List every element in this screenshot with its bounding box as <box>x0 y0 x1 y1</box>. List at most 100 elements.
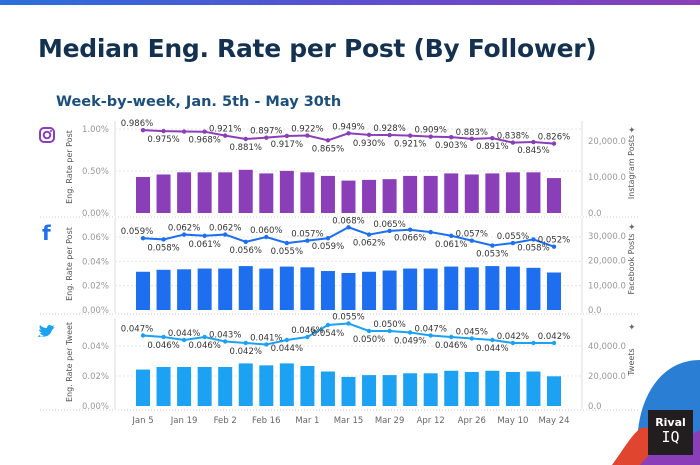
rate-data-label: 0.968% <box>188 136 220 146</box>
y-tick-label: 0.00% <box>82 306 109 316</box>
panel-instagram: 0.00% 0.50% 1.00% 0.0 10,000.0 20,000.0 Eng. R… <box>39 119 640 219</box>
logo-text-top: Rival <box>655 416 686 429</box>
rate-data-label: 0.922% <box>291 125 323 135</box>
rate-point <box>202 129 207 134</box>
rate-data-label: 0.061% <box>188 240 220 250</box>
y2-tick-label: 20,000.0 <box>588 372 626 382</box>
bar-instagram <box>341 180 356 213</box>
rate-data-label: 0.046% <box>435 341 467 351</box>
bar-facebook <box>547 272 561 310</box>
y-tick-label: 1.00% <box>82 125 109 135</box>
bar-facebook <box>238 266 253 310</box>
rate-data-label: 0.928% <box>373 124 405 134</box>
bar-facebook <box>218 268 233 310</box>
rate-data-label: 0.047% <box>414 325 446 335</box>
rate-data-label: 0.057% <box>456 230 488 240</box>
rate-point <box>346 131 351 136</box>
y-tick-label: 0.04% <box>82 342 109 352</box>
rate-point <box>223 133 228 138</box>
bar-twitter <box>526 371 541 406</box>
rate-data-label: 0.059% <box>312 242 344 252</box>
rate-data-label: 0.056% <box>230 246 262 256</box>
rate-point <box>407 330 413 335</box>
x-tick-label: Mar 15 <box>334 416 364 426</box>
rate-point <box>325 322 331 328</box>
bar-instagram <box>177 172 192 213</box>
rate-data-label: 0.055% <box>497 232 529 242</box>
y2-tick-label: 30,000.0 <box>588 232 626 242</box>
rate-point <box>510 340 516 346</box>
bar-twitter <box>444 370 459 406</box>
rate-point <box>346 225 351 230</box>
bar-twitter <box>156 367 171 406</box>
y-tick-label: 0.02% <box>82 372 109 382</box>
y-tick-label: 0.04% <box>82 257 109 267</box>
rate-point <box>366 232 372 237</box>
rate-point <box>305 133 310 138</box>
rate-point <box>140 127 146 133</box>
facebook-icon-glyph: f <box>42 221 51 245</box>
bar-instagram <box>547 178 561 213</box>
rate-point <box>223 232 228 237</box>
instagram-icon-lens <box>42 130 52 140</box>
rate-point <box>202 334 207 340</box>
bar-twitter <box>238 363 253 406</box>
bar-twitter <box>505 371 520 406</box>
bar-twitter <box>197 367 212 406</box>
rate-data-label: 0.838% <box>497 132 529 142</box>
rate-point <box>243 239 248 245</box>
rate-point <box>181 129 187 134</box>
rate-point <box>551 340 557 346</box>
rival-iq-logo: Rival IQ <box>648 410 693 455</box>
bar-twitter <box>177 367 192 406</box>
x-tick-label: Mar 29 <box>375 416 405 426</box>
rate-point <box>181 337 187 343</box>
bar-instagram <box>362 179 377 213</box>
rate-point <box>140 236 146 241</box>
twitter-icon <box>38 324 55 337</box>
rate-point <box>490 243 495 248</box>
rate-point <box>264 342 269 347</box>
bar-instagram <box>485 173 500 213</box>
rate-data-label: 0.921% <box>394 140 426 150</box>
x-tick-label: May 24 <box>538 416 569 426</box>
rate-point <box>366 132 372 138</box>
rate-point <box>202 233 207 238</box>
bar-instagram <box>300 172 315 213</box>
twitter-icon-bird <box>38 324 55 337</box>
y2-axis-label: Instagram Posts <box>627 135 636 199</box>
panel-twitter: 0.00% 0.02% 0.04% 0.0 20,000.0 40,000.0 Eng. R… <box>38 313 640 412</box>
bar-facebook <box>464 267 479 310</box>
rate-data-label: 0.059% <box>121 227 153 237</box>
bar-instagram <box>279 170 294 213</box>
bar-twitter <box>362 375 377 406</box>
rate-data-label: 0.044% <box>168 329 200 339</box>
y2-tick-label: 20,000.0 <box>588 257 626 267</box>
rate-point <box>449 134 454 140</box>
bar-facebook <box>300 267 315 310</box>
rate-point <box>449 233 454 238</box>
rate-point <box>161 237 166 242</box>
bar-facebook <box>444 266 459 310</box>
bar-facebook <box>136 271 150 310</box>
rate-point <box>284 133 290 139</box>
rate-point <box>305 334 310 340</box>
rate-data-label: 0.053% <box>476 250 508 260</box>
y2-tick-label: 40,000.0 <box>588 342 626 352</box>
x-tick-label: Jan 19 <box>170 416 198 426</box>
y2-axis-label: Facebook Posts <box>627 233 636 294</box>
y-tick-label: 0.00% <box>82 209 109 219</box>
instagram-icon-frame <box>39 127 55 143</box>
rate-data-label: 0.047% <box>121 325 153 335</box>
rate-data-label: 0.042% <box>538 332 570 342</box>
bar-instagram <box>218 172 233 213</box>
rate-data-label: 0.044% <box>271 344 303 354</box>
bar-twitter <box>259 365 274 406</box>
rate-data-label: 0.881% <box>230 143 262 153</box>
rate-point <box>140 333 146 338</box>
bar-twitter <box>279 363 294 406</box>
rate-data-label: 0.050% <box>373 320 405 330</box>
bar-facebook <box>485 266 500 310</box>
rate-data-label: 0.826% <box>538 133 570 143</box>
y2-tick-label: 20,000.0 <box>588 137 626 147</box>
